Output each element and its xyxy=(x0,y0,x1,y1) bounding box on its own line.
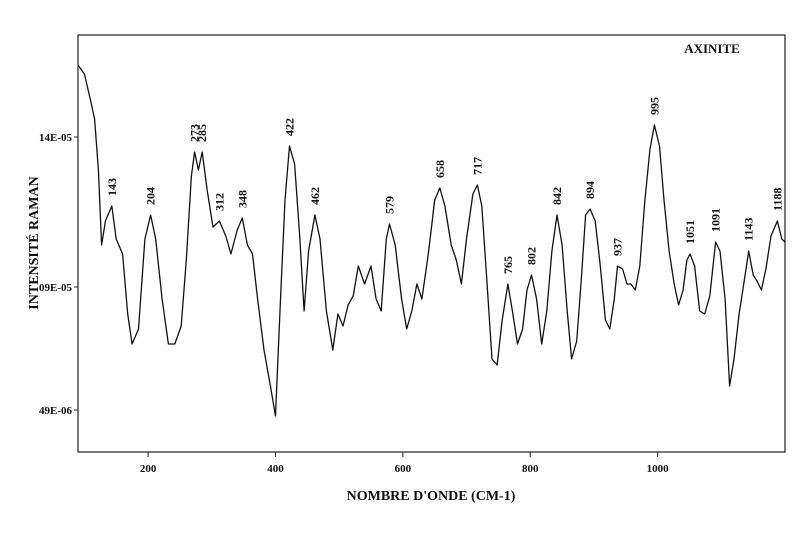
peak-label: 802 xyxy=(524,247,538,265)
y-tick-label: 14E-05 xyxy=(39,132,73,144)
y-tick-label: 49E-06 xyxy=(39,405,73,417)
x-tick-label: 200 xyxy=(140,463,157,475)
x-axis-label: NOMBRE D'ONDE (CM-1) xyxy=(347,489,516,504)
plot-frame xyxy=(77,34,786,453)
y-tick-label: 09E-05 xyxy=(39,282,73,294)
peak-label: 1051 xyxy=(683,220,697,244)
peak-label: 995 xyxy=(647,97,661,115)
peak-label: 462 xyxy=(308,187,322,205)
peak-label: 143 xyxy=(105,178,119,196)
peak-label: 765 xyxy=(501,256,515,274)
peak-label: 204 xyxy=(144,187,158,205)
peak-label: 842 xyxy=(550,187,564,205)
peak-label: 348 xyxy=(235,190,249,208)
peak-label: 1091 xyxy=(709,208,723,232)
spectrum-line xyxy=(77,64,786,417)
peak-label: 1143 xyxy=(742,218,756,241)
peak-label: 717 xyxy=(470,157,484,175)
peak-label: 658 xyxy=(433,160,447,178)
chart-title: AXINITE xyxy=(684,41,740,56)
x-tick-label: 400 xyxy=(267,463,284,475)
y-axis-label: INTENSITÉ RAMAN xyxy=(25,176,42,309)
peak-label: 894 xyxy=(583,181,597,199)
peak-label: 273 xyxy=(188,124,202,142)
peak-label: 579 xyxy=(382,196,396,214)
peak-label: 285 xyxy=(195,124,209,142)
x-tick-label: 600 xyxy=(395,463,412,475)
x-tick-label: 800 xyxy=(522,463,539,475)
peak-label: 1188 xyxy=(770,188,784,211)
x-tick-label: 1000 xyxy=(647,463,670,475)
peak-label: 937 xyxy=(610,238,624,256)
peak-label: 312 xyxy=(212,193,226,211)
peak-label: 422 xyxy=(282,118,296,136)
